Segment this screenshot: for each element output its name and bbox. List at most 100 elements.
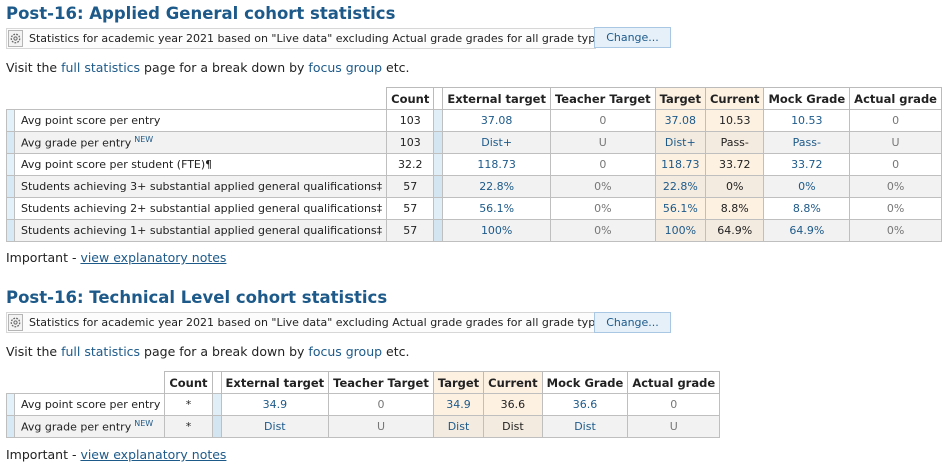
row-label: Avg point score per entry [13,393,166,416]
cell-count: 32.2 [386,153,435,176]
explanatory-notes-link[interactable]: view explanatory notes [80,447,227,462]
row-marker [6,219,15,242]
col-external-target: External target [442,87,551,110]
cell-current: 8.8% [704,197,765,220]
cell-current: 36.6 [483,393,543,416]
cell-actual: 0% [849,197,942,220]
row-marker [6,393,15,416]
cell-target: 56.1% [654,197,706,220]
col-target: Target [654,87,706,110]
cell-mock: 8.8% [763,197,851,220]
col-count: Count [164,371,213,394]
full-statistics-link[interactable]: full statistics [61,60,141,75]
separator-cell [211,415,222,438]
col-actual-grade: Actual grade [627,371,721,394]
cell-mock: Dist [541,415,629,438]
col-count: Count [386,87,435,110]
separator-cell [211,393,222,416]
cell-target: 37.08 [654,109,706,132]
row-label-text: Students achieving 1+ substantial applie… [21,224,383,237]
important-notes: Important - view explanatory notes [6,250,226,265]
visit-suffix: etc. [382,60,410,75]
new-badge: NEW [134,135,154,145]
section-applied-general: Post-16: Applied General cohort statisti… [6,3,611,76]
cell-teacher: 0 [328,393,434,416]
gear-icon[interactable] [8,30,23,47]
col-actual-grade: Actual grade [849,87,942,110]
col-mock-grade: Mock Grade [541,371,629,394]
gear-icon[interactable] [8,314,23,331]
row-marker [6,197,15,220]
technical-level-table: Count External target Teacher Target Tar… [6,371,721,438]
cell-actual: 0% [849,175,942,198]
col-teacher-target: Teacher Target [328,371,434,394]
table-row: Students achieving 3+ substantial applie… [6,175,942,198]
cell-count: * [164,393,213,416]
stats-info-bar: Statistics for academic year 2021 based … [6,28,611,49]
table-row: Avg point score per entry * 34.9 0 34.9 36.6 3… [6,393,721,416]
row-label-text: Students achieving 3+ substantial applie… [21,180,383,193]
change-button[interactable]: Change... [594,27,671,48]
focus-group-link[interactable]: focus group [308,60,383,75]
full-statistics-link[interactable]: full statistics [61,344,141,359]
col-mock-grade: Mock Grade [763,87,851,110]
row-marker [6,175,15,198]
row-label-text: Avg point score per entry [21,114,161,127]
col-current: Current [483,371,543,394]
cell-current: 0% [704,175,765,198]
section-technical-level: Post-16: Technical Level cohort statisti… [6,287,611,360]
cell-count: 103 [386,131,435,154]
cell-target: 22.8% [654,175,706,198]
row-label-text: Avg point score per student (FTE)¶ [21,158,213,171]
cell-teacher: U [328,415,434,438]
cell-target: 118.73 [654,153,706,176]
cell-teacher: 0% [549,197,656,220]
cell-current: 33.72 [704,153,765,176]
stats-info-text: Statistics for academic year 2021 based … [29,32,612,45]
separator-cell [433,109,444,132]
change-button[interactable]: Change... [594,312,671,333]
separator-cell [433,197,444,220]
cell-actual: 0 [849,153,942,176]
cell-count: 57 [386,175,435,198]
cell-mock: 33.72 [763,153,851,176]
cell-count: * [164,415,213,438]
blank-header [15,88,387,110]
col-target: Target [432,371,485,394]
row-label: Avg grade per entry NEW [13,131,388,154]
cell-mock: Pass- [763,131,851,154]
cell-teacher: U [549,131,656,154]
cell-mock: 36.6 [541,393,629,416]
cell-external: 34.9 [220,393,330,416]
row-label: Students achieving 2+ substantial applie… [13,197,388,220]
section-title: Post-16: Applied General cohort statisti… [6,4,396,23]
cell-external: Dist [220,415,330,438]
separator-cell [433,219,444,242]
section-title: Post-16: Technical Level cohort statisti… [6,288,388,307]
table-row: Students achieving 2+ substantial applie… [6,197,942,220]
separator-cell [433,131,444,154]
cell-teacher: 0 [549,109,656,132]
table-row: Avg point score per student (FTE)¶ 32.2 11… [6,153,942,176]
row-marker [6,153,15,176]
cell-actual: U [627,415,721,438]
col-teacher-target: Teacher Target [549,87,656,110]
row-label-text: Avg grade per entry [21,136,132,150]
cell-target: Dist+ [654,131,706,154]
cell-teacher: 0 [549,153,656,176]
cell-external: 56.1% [442,197,551,220]
sep-header [433,87,443,110]
row-label: Avg point score per student (FTE)¶ [13,153,388,176]
col-external-target: External target [220,371,330,394]
important-prefix: Important - [6,447,81,462]
row-label: Students achieving 3+ substantial applie… [13,175,388,198]
explanatory-notes-link[interactable]: view explanatory notes [80,250,227,265]
cell-actual: 0% [849,219,942,242]
applied-general-table: Count External target Teacher Target Tar… [6,87,942,242]
focus-group-link[interactable]: focus group [308,344,383,359]
table-row: Avg grade per entry NEW * Dist U Dist Dist Dist… [6,415,721,438]
row-label-text: Students achieving 2+ substantial applie… [21,202,383,215]
cell-target: 100% [654,219,706,242]
table-row: Students achieving 1+ substantial applie… [6,219,942,242]
stats-info-text: Statistics for academic year 2021 based … [29,316,612,329]
